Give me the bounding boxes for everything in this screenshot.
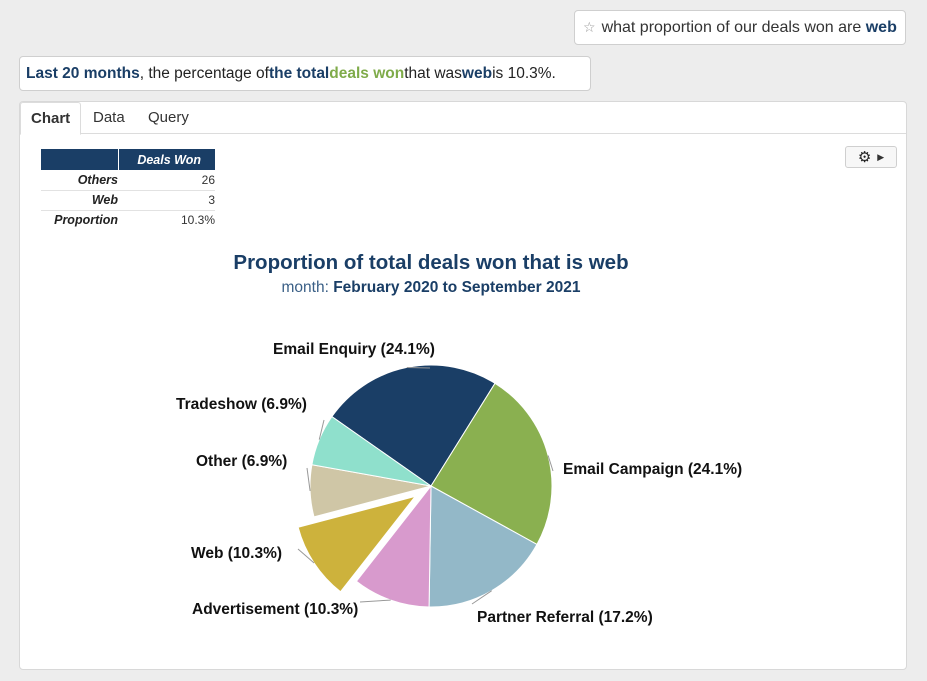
- pie-label-advertisement: Advertisement (10.3%): [192, 601, 358, 618]
- pie-leader-line: [471, 590, 492, 605]
- summary-row-label: Others: [41, 170, 118, 191]
- tab-data[interactable]: Data: [93, 109, 125, 126]
- tab-bar: Chart Data Query: [20, 102, 906, 135]
- pie-label-web: Web (10.3%): [191, 545, 282, 562]
- pie-leader-line: [547, 455, 554, 472]
- summary-row-value: 3: [118, 190, 215, 211]
- pie-leader-line: [318, 419, 325, 440]
- pie-label-tradeshow: Tradeshow (6.9%): [176, 396, 307, 413]
- summary-row-value: 10.3%: [180, 213, 215, 228]
- chart-subtitle: month: February 2020 to September 2021: [282, 279, 581, 296]
- pie-slice-advertisement[interactable]: [355, 484, 432, 608]
- summary-row-label: Web: [41, 190, 118, 211]
- table-row: Web 3: [41, 190, 215, 211]
- chart-subtitle-value: February 2020 to September 2021: [333, 279, 581, 296]
- pie-label-partner-referral: Partner Referral (17.2%): [477, 609, 653, 626]
- summary-table: Deals Won Others 26 Web 3 Proportion 10.…: [41, 149, 215, 230]
- caret-right-icon: ▶: [877, 151, 885, 162]
- question-text: what proportion of our deals won are web: [601, 18, 897, 36]
- result-panel: Chart Data Query ⚙ ▶ Deals Won Others 26…: [19, 101, 907, 670]
- pie-leader-line: [297, 548, 315, 564]
- summary-header-deals-won: Deals Won: [118, 149, 215, 170]
- answer-web: web: [461, 64, 493, 82]
- pie-slice-partner-referral[interactable]: [428, 485, 538, 608]
- pie-labels: Email Enquiry (24.1%) Email Campaign (24.…: [176, 341, 742, 626]
- summary-header-blank: [41, 149, 119, 170]
- answer-result: is 10.3%.: [492, 64, 556, 82]
- pie-label-email-campaign: Email Campaign (24.1%): [563, 461, 742, 478]
- answer-box: Last 20 months, the percentage of the to…: [19, 56, 591, 91]
- gear-icon: ⚙: [857, 148, 872, 166]
- summary-row-value: 26: [118, 170, 215, 191]
- pie-leader-line: [359, 599, 391, 603]
- tab-query[interactable]: Query: [148, 109, 189, 126]
- star-outline-icon[interactable]: ☆: [583, 19, 596, 35]
- table-row: Proportion 10.3%: [41, 210, 215, 230]
- answer-text-2: that was: [404, 64, 462, 82]
- tab-chart[interactable]: Chart: [20, 102, 82, 135]
- chart-subtitle-label: month:: [282, 279, 334, 296]
- pie-slices: [297, 364, 553, 608]
- chart-settings-button[interactable]: ⚙ ▶: [845, 146, 897, 168]
- question-highlight: web: [865, 18, 897, 36]
- pie-chart: Proportion of total deals won that is we…: [176, 251, 742, 626]
- pie-leader-line: [406, 366, 431, 369]
- chart-title: Proportion of total deals won that is we…: [233, 251, 628, 274]
- pie-label-other: Other (6.9%): [196, 453, 287, 470]
- pie-leader-line: [306, 467, 311, 491]
- pie-label-email-enquiry: Email Enquiry (24.1%): [273, 341, 435, 358]
- summary-header-row: Deals Won: [41, 149, 215, 170]
- summary-row-label: Proportion: [54, 213, 118, 228]
- answer-text-1: , the percentage of: [139, 64, 269, 82]
- question-box[interactable]: ☆ what proportion of our deals won are w…: [574, 10, 906, 45]
- pie-slice-web[interactable]: [297, 495, 417, 593]
- table-row: Others 26: [41, 170, 215, 191]
- pie-slice-email-campaign[interactable]: [430, 382, 553, 546]
- answer-period: Last 20 months: [26, 64, 140, 82]
- answer-deals-won: deals won: [329, 64, 405, 82]
- answer-total: the total: [268, 64, 330, 82]
